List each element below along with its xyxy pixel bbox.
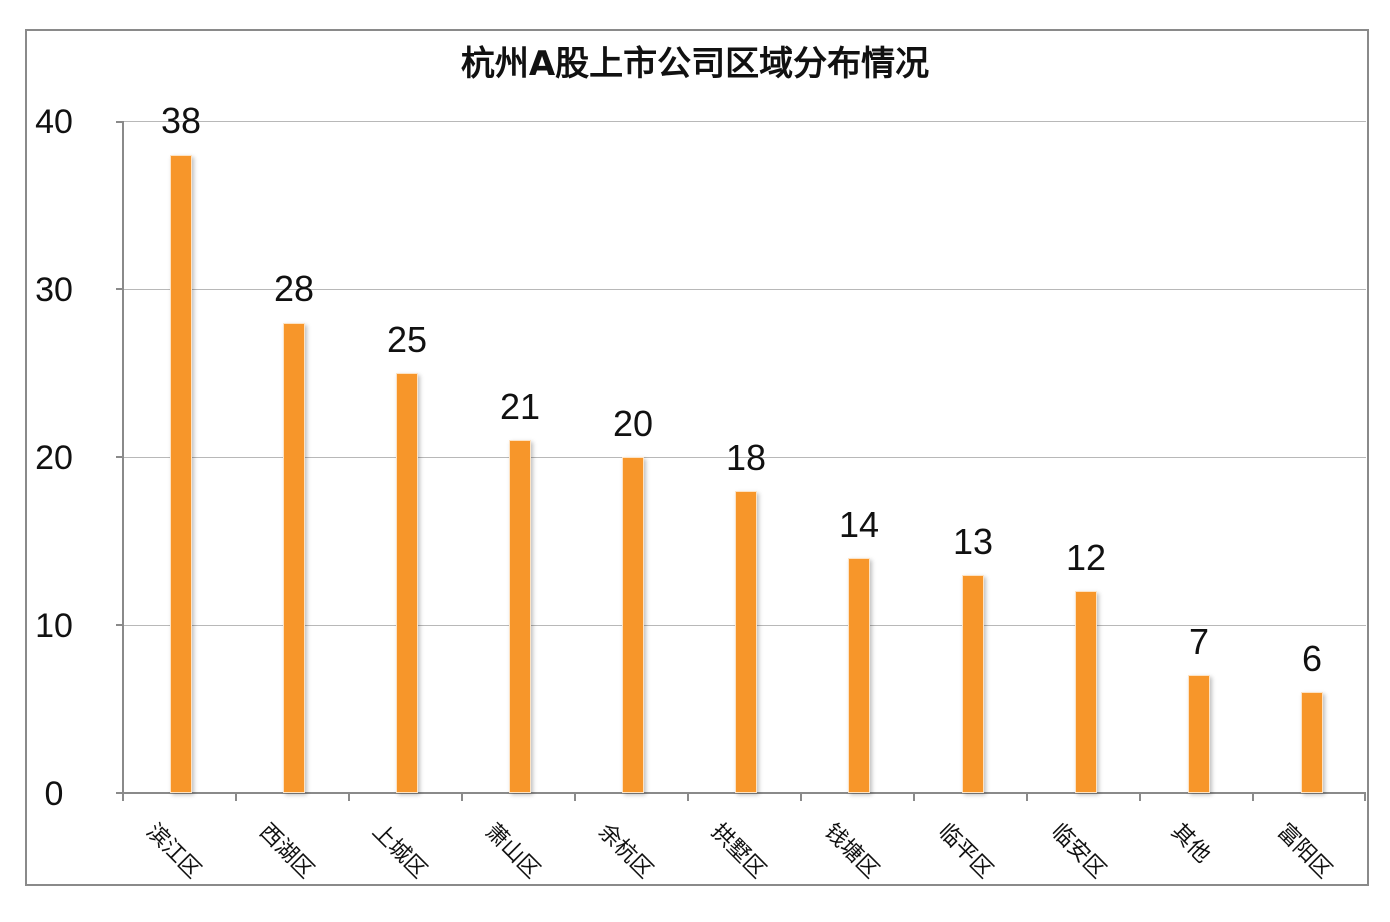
gridline-40 <box>122 121 1366 122</box>
value-label: 21 <box>499 386 541 427</box>
y-tick <box>116 792 122 794</box>
chart-title: 杭州A股上市公司区域分布情况 <box>460 44 930 84</box>
bar-fuyang[interactable] <box>1301 692 1323 793</box>
y-axis <box>122 121 124 793</box>
bar-linping[interactable] <box>962 575 984 793</box>
x-tick <box>122 793 124 801</box>
value-label: 12 <box>1065 537 1107 578</box>
x-tick <box>1252 793 1254 801</box>
plot-area: 38 28 25 21 20 18 14 13 12 7 6 <box>116 100 1366 801</box>
bar-binjiang[interactable] <box>170 155 192 793</box>
x-axis <box>122 792 1366 794</box>
bar-shangcheng[interactable] <box>396 373 418 793</box>
bar-xihu[interactable] <box>283 323 305 793</box>
y-tick-label-40: 40 <box>35 103 73 141</box>
x-tick <box>574 793 576 801</box>
gridline-20 <box>122 457 1366 458</box>
value-label: 13 <box>952 521 994 562</box>
y-tick <box>116 121 122 123</box>
value-label: 6 <box>1301 638 1323 679</box>
bar-yuhang[interactable] <box>622 457 644 793</box>
value-label: 28 <box>273 268 315 309</box>
y-tick-label-30: 30 <box>35 271 73 309</box>
x-tick <box>1139 793 1141 801</box>
y-tick <box>116 624 122 626</box>
value-label: 7 <box>1188 621 1210 662</box>
y-tick-label-20: 20 <box>35 439 73 477</box>
value-label: 14 <box>838 504 880 545</box>
bar-xiaoshan[interactable] <box>509 440 531 793</box>
value-label: 20 <box>612 403 654 444</box>
y-tick-label-0: 0 <box>44 775 64 813</box>
x-tick <box>1364 793 1366 801</box>
x-tick <box>800 793 802 801</box>
bar-linan[interactable] <box>1075 591 1097 793</box>
bar-qiantang[interactable] <box>848 558 870 793</box>
x-tick <box>461 793 463 801</box>
bar-other[interactable] <box>1188 675 1210 793</box>
y-tick-label-10: 10 <box>35 607 73 645</box>
x-tick <box>235 793 237 801</box>
y-tick <box>116 288 122 290</box>
value-label: 38 <box>160 100 202 141</box>
value-label: 25 <box>386 319 428 360</box>
gridline-30 <box>122 289 1366 290</box>
bar-gongshu[interactable] <box>735 491 757 793</box>
x-tick <box>913 793 915 801</box>
y-tick <box>116 456 122 458</box>
value-label: 18 <box>725 437 767 478</box>
x-tick <box>687 793 689 801</box>
x-tick <box>348 793 350 801</box>
x-tick <box>1026 793 1028 801</box>
